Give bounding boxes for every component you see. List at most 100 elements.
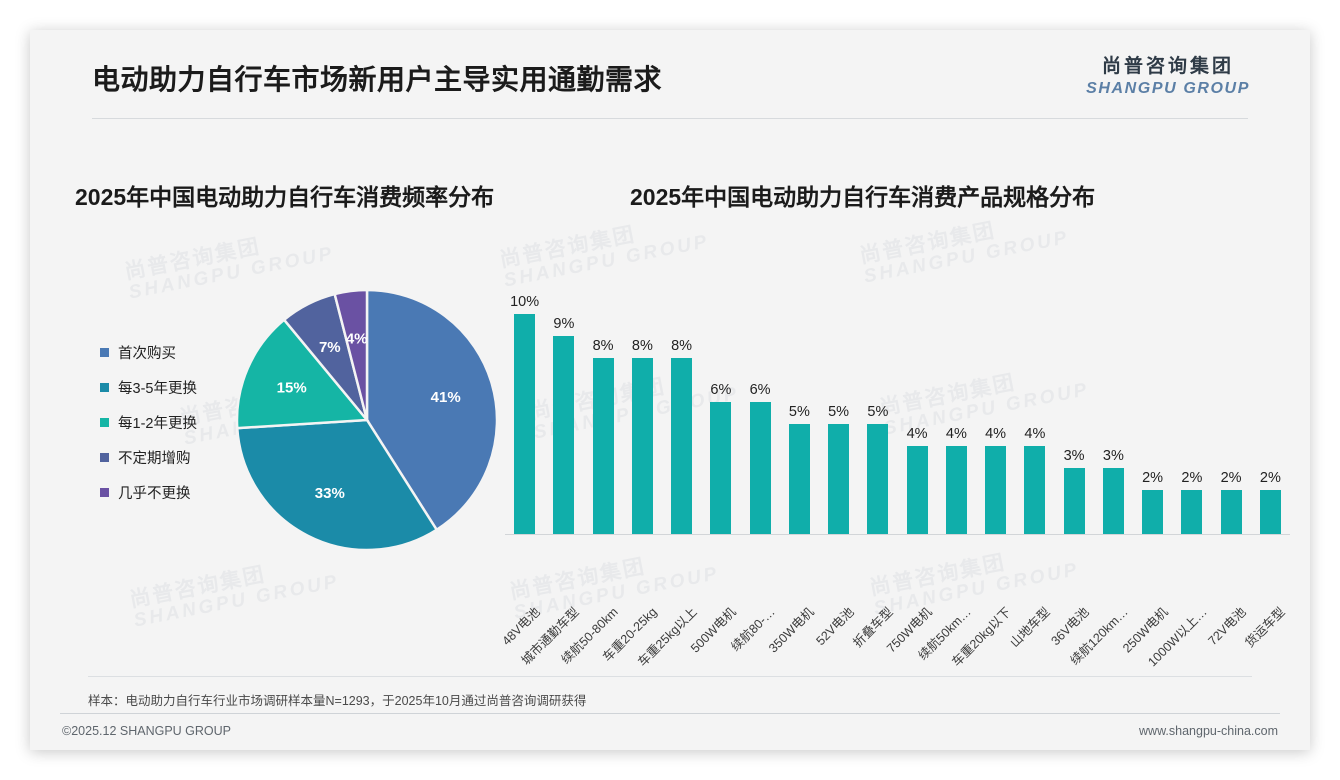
bar-column[interactable]: 8% bbox=[671, 292, 693, 534]
bar-value-label: 4% bbox=[985, 426, 1007, 442]
bar-column[interactable]: 5% bbox=[828, 292, 850, 534]
source-note: 样本：电动助力自行车行业市场调研样本量N=1293，于2025年10月通过尚普咨… bbox=[88, 694, 587, 708]
bar-value-label: 2% bbox=[1220, 470, 1242, 486]
bar-column[interactable]: 6% bbox=[710, 292, 732, 534]
bar-rect[interactable] bbox=[867, 424, 889, 534]
legend-swatch-icon bbox=[100, 453, 109, 462]
pie-slice[interactable] bbox=[333, 288, 369, 421]
bar-column[interactable]: 9% bbox=[553, 292, 575, 534]
pie-legend: 首次购买每3-5年更换 每1-2年更换 不定期增购几乎不更换 bbox=[100, 335, 240, 510]
bar-value-label: 5% bbox=[828, 404, 850, 420]
footer-website: www.shangpu-china.com bbox=[1139, 724, 1278, 738]
bar-rect[interactable] bbox=[1220, 490, 1242, 534]
pie-slice[interactable] bbox=[235, 418, 439, 552]
logo-cn-text: 尚普咨询集团 bbox=[1102, 56, 1235, 77]
bar-chart-title: 2025年中国电动助力自行车消费产品规格分布 bbox=[630, 184, 1096, 210]
bar-value-label: 4% bbox=[906, 426, 928, 442]
legend-item[interactable]: 首次购买 bbox=[100, 335, 240, 370]
bar-value-label: 6% bbox=[749, 382, 771, 398]
pie-chart: 41% 33% 15% 7% 4% bbox=[235, 288, 499, 552]
legend-item-label: 每3-5年更换 bbox=[118, 381, 197, 397]
bar-chart-plot: 10% 48V电池 9% 城市通勤车型 8% 续航50-80km 8% 车重20-25kg 8%… bbox=[499, 292, 1290, 669]
bar-column[interactable]: 4% bbox=[985, 292, 1007, 534]
page-title: 电动助力自行车市场新用户主导实用通勤需求 bbox=[92, 64, 663, 95]
legend-item-label: 不定期增购 bbox=[118, 451, 191, 467]
pie-chart-panel: 首次购买每3-5年更换 每1-2年更换 不定期增购几乎不更换 41% 33% 15% 7%… bbox=[50, 230, 520, 660]
slide-header: 电动助力自行车市场新用户主导实用通勤需求 尚普咨询集团 SHANGPU GROU… bbox=[30, 30, 1310, 122]
bar-value-label: 8% bbox=[671, 338, 693, 354]
pie-slice-value: 7% bbox=[319, 339, 341, 356]
bar-value-label: 4% bbox=[945, 426, 967, 442]
legend-item-label: 首次购买 bbox=[118, 346, 176, 362]
legend-item[interactable]: 每3-5年更换 bbox=[100, 370, 240, 405]
header-divider bbox=[92, 118, 1248, 119]
bar-column[interactable]: 2% bbox=[1181, 292, 1203, 534]
bar-rect[interactable] bbox=[1259, 490, 1281, 534]
footer-copyright: ©2025.12 SHANGPU GROUP bbox=[62, 724, 231, 738]
bar-chart-panel: 10% 48V电池 9% 城市通勤车型 8% 续航50-80km 8% 车重20-25kg 8%… bbox=[485, 230, 1295, 669]
footnote-divider bbox=[88, 676, 1252, 677]
pie-slice-value: 33% bbox=[315, 485, 345, 502]
bar-column[interactable]: 2% bbox=[1220, 292, 1242, 534]
bar-rect[interactable] bbox=[1024, 446, 1046, 534]
bar-rect[interactable] bbox=[1063, 468, 1085, 534]
bar-column[interactable]: 3% bbox=[1063, 292, 1085, 534]
bar-value-label: 3% bbox=[1063, 448, 1085, 464]
bar-rect[interactable] bbox=[710, 402, 732, 534]
bar-rect[interactable] bbox=[1181, 490, 1203, 534]
legend-item-label: 每1-2年更换 bbox=[118, 416, 197, 432]
logo-en-text: SHANGPU GROUP bbox=[1086, 79, 1250, 97]
bar-rect[interactable] bbox=[749, 402, 771, 534]
pie-slice-value: 4% bbox=[346, 331, 368, 348]
legend-item[interactable]: 几乎不更换 bbox=[100, 475, 240, 510]
legend-swatch-icon bbox=[100, 383, 109, 392]
footer-divider bbox=[60, 713, 1280, 714]
bar-value-label: 5% bbox=[788, 404, 810, 420]
bar-rect[interactable] bbox=[553, 336, 575, 534]
bar-column[interactable]: 5% bbox=[788, 292, 810, 534]
bar-value-label: 3% bbox=[1102, 448, 1124, 464]
legend-swatch-icon bbox=[100, 348, 109, 357]
bar-rect[interactable] bbox=[945, 446, 967, 534]
bar-rect[interactable] bbox=[671, 358, 693, 534]
bar-value-label: 2% bbox=[1142, 470, 1164, 486]
pie-chart-svg: 41% 33% 15% 7% 4% bbox=[235, 288, 499, 552]
bar-value-label: 8% bbox=[631, 338, 653, 354]
legend-swatch-icon bbox=[100, 488, 109, 497]
bar-column[interactable]: 8% bbox=[631, 292, 653, 534]
bar-column[interactable]: 3% bbox=[1102, 292, 1124, 534]
legend-item-label: 几乎不更换 bbox=[118, 486, 191, 502]
bar-value-label: 10% bbox=[510, 294, 540, 310]
pie-slice-value: 15% bbox=[277, 379, 307, 396]
bar-column[interactable]: 10% bbox=[510, 292, 539, 534]
legend-item[interactable]: 每1-2年更换 bbox=[100, 405, 240, 440]
bar-value-label: 2% bbox=[1181, 470, 1203, 486]
bar-chart-baseline bbox=[505, 534, 1290, 535]
bar-column[interactable]: 4% bbox=[945, 292, 967, 534]
bar-column[interactable]: 2% bbox=[1259, 292, 1281, 534]
bar-value-label: 8% bbox=[592, 338, 614, 354]
bar-column[interactable]: 5% bbox=[867, 292, 889, 534]
bar-column[interactable]: 8% bbox=[592, 292, 614, 534]
bar-rect[interactable] bbox=[906, 446, 928, 534]
bar-rect[interactable] bbox=[985, 446, 1007, 534]
bar-value-label: 9% bbox=[553, 316, 575, 332]
bar-value-label: 6% bbox=[710, 382, 732, 398]
legend-swatch-icon bbox=[100, 418, 109, 427]
pie-chart-title: 2025年中国电动助力自行车消费频率分布 bbox=[75, 184, 495, 210]
bar-rect[interactable] bbox=[514, 314, 536, 534]
bar-rect[interactable] bbox=[1142, 490, 1164, 534]
bar-column[interactable]: 4% bbox=[906, 292, 928, 534]
bar-column[interactable]: 6% bbox=[749, 292, 771, 534]
bar-column[interactable]: 2% bbox=[1142, 292, 1164, 534]
bar-rect[interactable] bbox=[1102, 468, 1124, 534]
bar-rect[interactable] bbox=[592, 358, 614, 534]
slide-canvas: 尚普咨询集团 SHANGPU GROUP 尚普咨询集团 SHANGPU GROU… bbox=[30, 30, 1310, 750]
bar-column[interactable]: 4% bbox=[1024, 292, 1046, 534]
legend-item[interactable]: 不定期增购 bbox=[100, 440, 240, 475]
pie-slice-value: 41% bbox=[431, 389, 461, 406]
bar-rect[interactable] bbox=[631, 358, 653, 534]
bar-rect[interactable] bbox=[788, 424, 810, 534]
pie-slice[interactable] bbox=[235, 318, 370, 430]
bar-rect[interactable] bbox=[828, 424, 850, 534]
